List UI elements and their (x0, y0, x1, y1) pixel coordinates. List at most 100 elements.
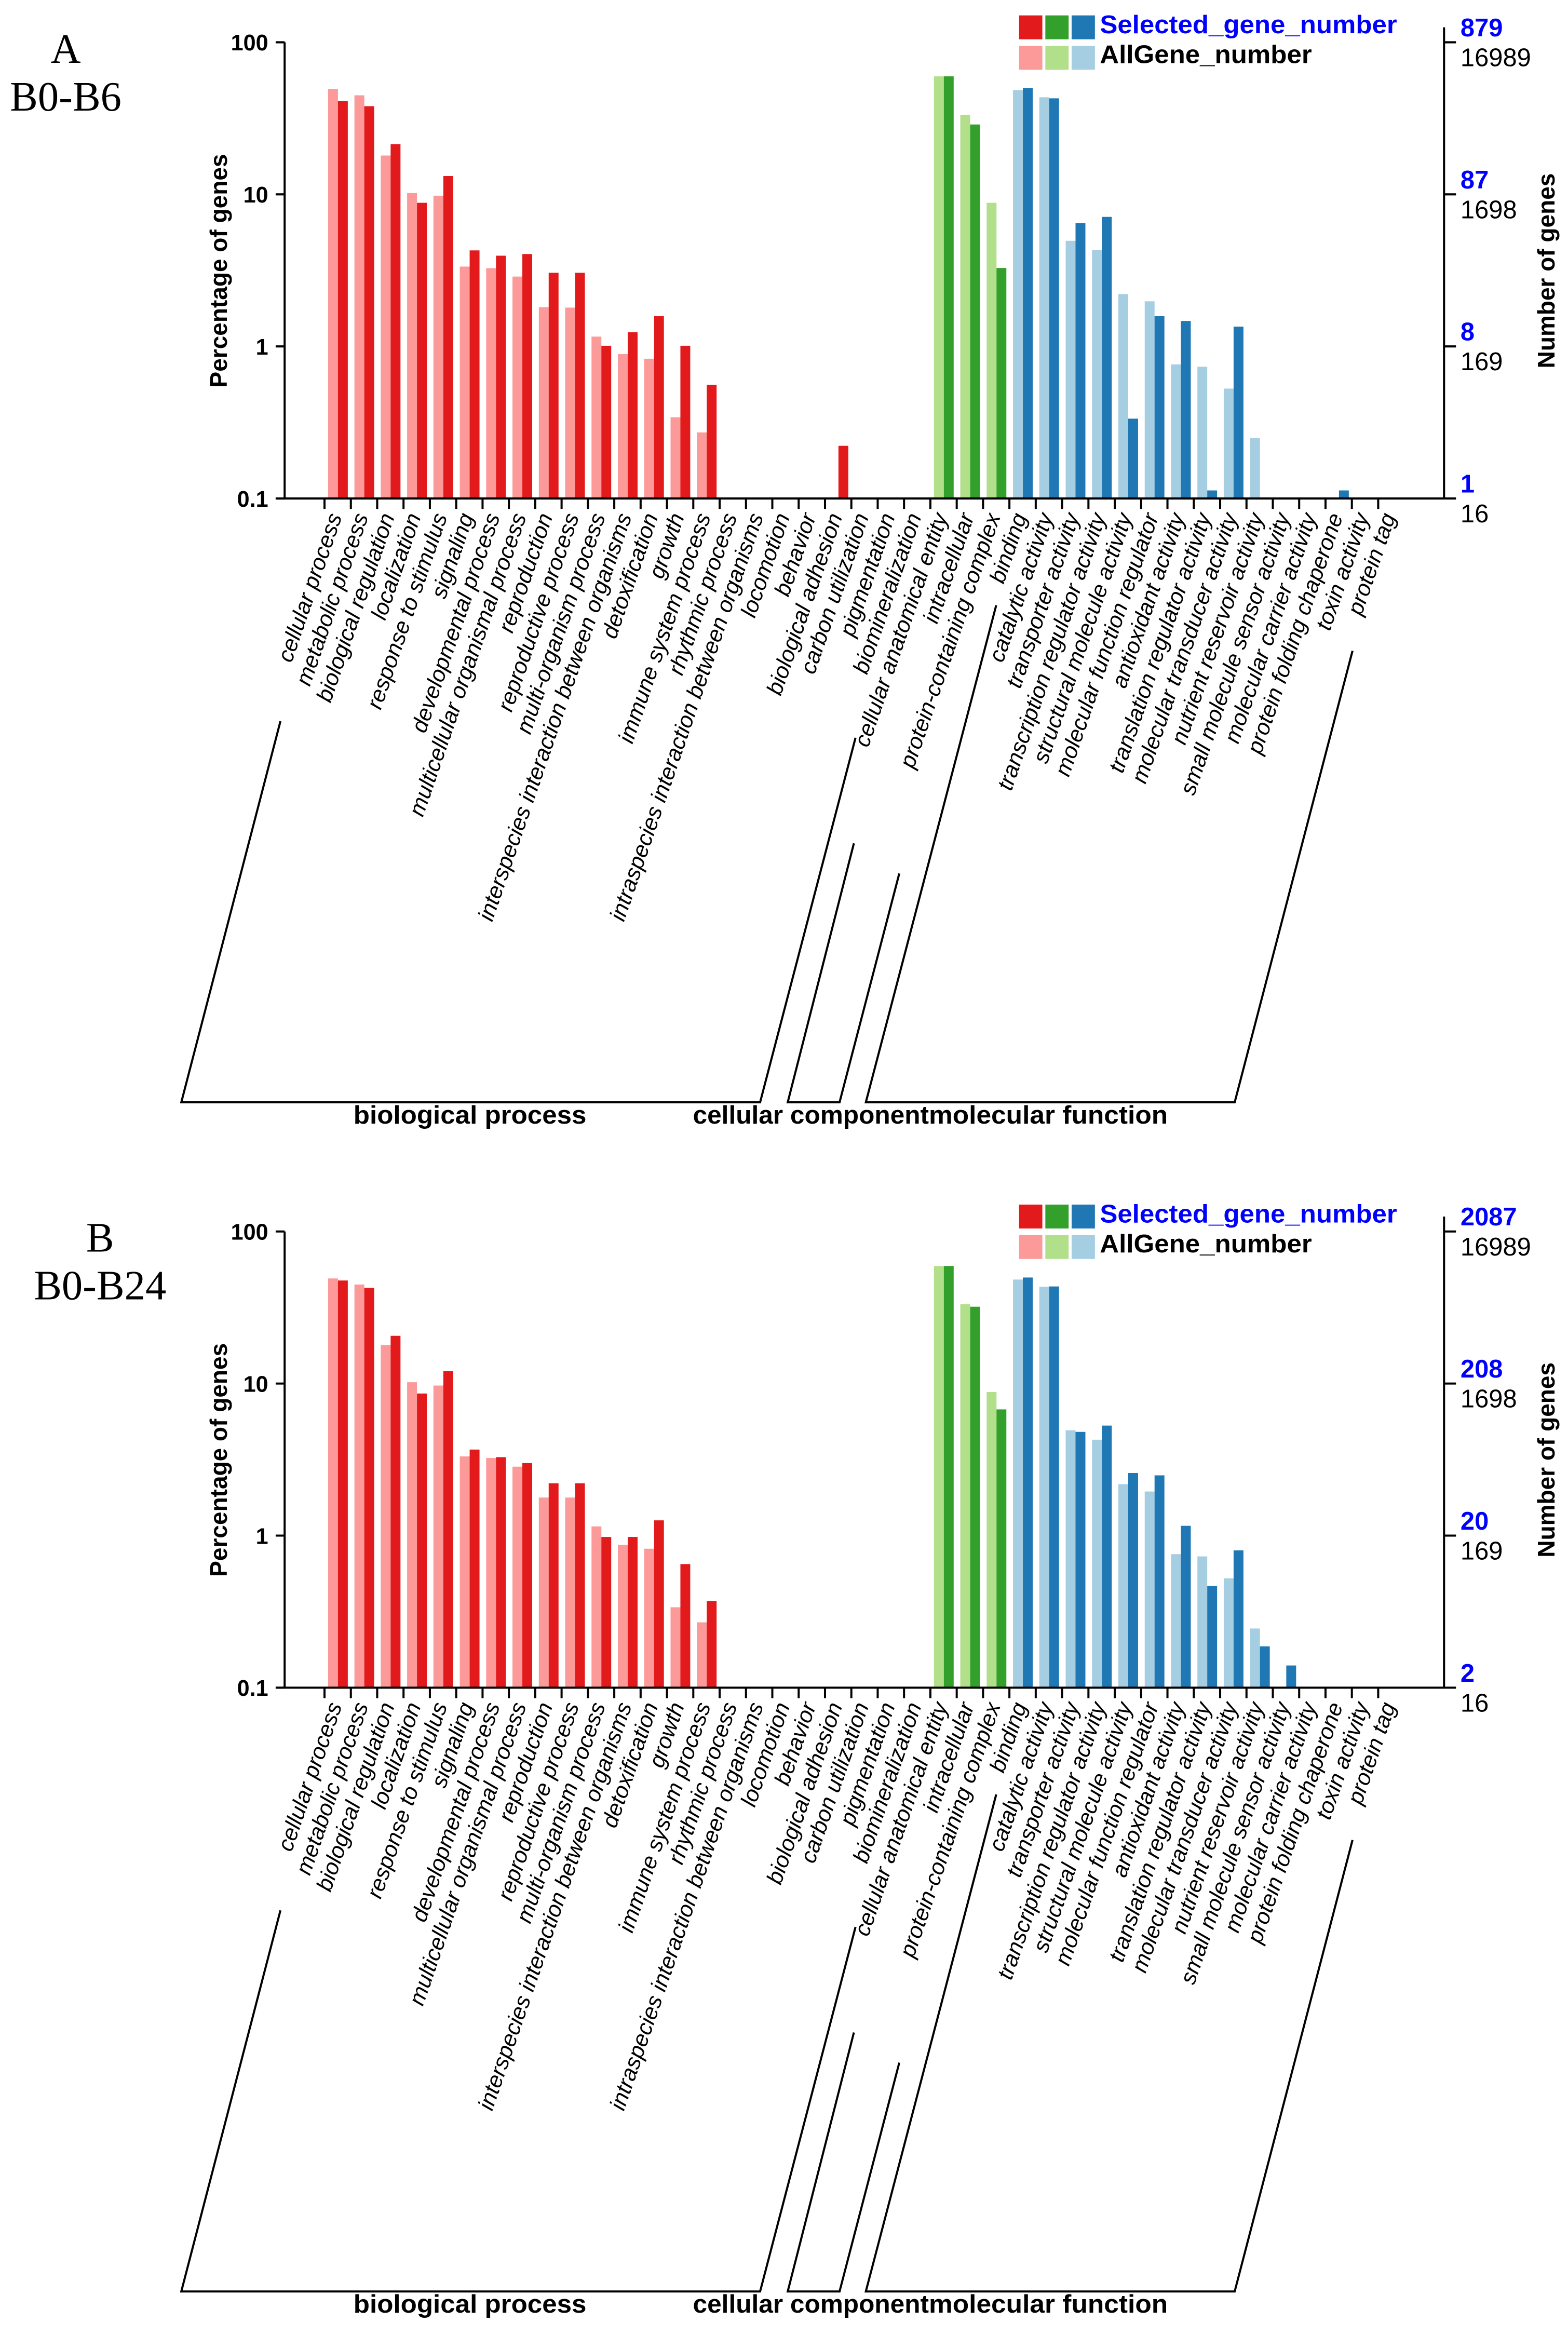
y2-tick-label-all: 16 (1461, 1689, 1489, 1717)
bar-all-genes (433, 1385, 443, 1688)
y-tick-label: 0.1 (237, 487, 268, 512)
bar-all-genes (328, 1278, 338, 1688)
bar-selected-genes (1128, 418, 1138, 499)
bar-selected-genes (970, 124, 980, 499)
bar-all-genes (697, 1622, 707, 1688)
bar-selected-genes (496, 255, 506, 499)
bar-selected-genes (1075, 223, 1086, 499)
y-tick-label: 0.1 (237, 1676, 268, 1701)
bar-all-genes (1118, 1484, 1128, 1688)
bar-selected-genes (522, 1463, 533, 1688)
bar-all-genes (1144, 1491, 1155, 1688)
bar-all-genes (1197, 367, 1208, 499)
bar-selected-genes (364, 1288, 374, 1688)
bars (328, 1266, 1296, 1688)
panel-label: B (86, 1215, 114, 1261)
bar-selected-genes (1049, 1286, 1059, 1688)
legend-swatch-selected (1019, 1204, 1043, 1228)
bar-all-genes (1039, 97, 1049, 499)
bar-all-genes (986, 202, 997, 499)
bar-all-genes (1013, 1279, 1023, 1688)
bar-all-genes (1092, 1439, 1102, 1688)
bar-selected-genes (1233, 327, 1243, 499)
bar-selected-genes (443, 175, 453, 499)
bar-selected-genes (1181, 321, 1191, 499)
bar-selected-genes (601, 345, 612, 499)
bar-selected-genes (943, 76, 954, 499)
bar-selected-genes (627, 1537, 638, 1688)
bar-selected-genes (469, 250, 480, 499)
y2-tick-label-selected: 1 (1461, 470, 1475, 498)
bar-selected-genes (522, 254, 533, 499)
bar-selected-genes (601, 1537, 612, 1688)
legend-swatch-all (1019, 1235, 1043, 1259)
bar-all-genes (617, 1545, 628, 1688)
bar-all-genes (670, 1607, 681, 1688)
group-label: cellular component (693, 2290, 929, 2318)
bar-all-genes (1013, 90, 1023, 499)
bar-selected-genes (680, 345, 691, 499)
bar-selected-genes (943, 1266, 954, 1688)
legend-swatch-all (1071, 46, 1095, 70)
legend-swatch-selected (1071, 15, 1095, 39)
bar-selected-genes (1286, 1665, 1296, 1688)
legend-swatch-all (1045, 46, 1069, 70)
legend-swatch-selected (1045, 1204, 1069, 1228)
bar-selected-genes (417, 1393, 427, 1688)
group-bracket (786, 843, 900, 1103)
legend-swatch-all (1019, 46, 1043, 70)
bar-all-genes (381, 155, 391, 499)
bar-selected-genes (970, 1306, 980, 1688)
panel-label: A (50, 26, 80, 72)
bar-selected-genes (548, 273, 559, 499)
bar-selected-genes (496, 1457, 506, 1688)
bar-all-genes (328, 89, 338, 499)
bar-selected-genes (1154, 316, 1165, 499)
bar-selected-genes (1154, 1475, 1165, 1688)
bar-selected-genes (1260, 1646, 1270, 1688)
legend-swatch-all (1071, 1235, 1095, 1259)
bar-all-genes (1065, 1430, 1076, 1688)
bar-selected-genes (1023, 88, 1033, 499)
bar-selected-genes (337, 101, 348, 499)
y-tick-label: 10 (244, 183, 268, 208)
bar-all-genes (354, 95, 364, 499)
legend-swatch-selected (1019, 15, 1043, 39)
y-axis-title: Percentage of genes (205, 1343, 232, 1577)
y2-tick-label-all: 16989 (1461, 1233, 1531, 1261)
bar-selected-genes (1181, 1525, 1191, 1688)
bar-all-genes (433, 195, 443, 499)
bar-all-genes (934, 1266, 944, 1688)
bar-all-genes (1250, 438, 1260, 499)
bar-selected-genes (443, 1371, 453, 1688)
bar-selected-genes (996, 1409, 1007, 1688)
bar-all-genes (1223, 388, 1234, 499)
bar-all-genes (407, 193, 417, 499)
y2-tick-label-selected: 2 (1461, 1659, 1475, 1687)
y2-tick-label-all: 16989 (1461, 44, 1531, 72)
bar-all-genes (1197, 1556, 1208, 1688)
group-bracket (864, 1794, 1354, 2293)
bar-all-genes (1144, 301, 1155, 499)
bar-all-genes (407, 1382, 417, 1688)
bar-selected-genes (548, 1483, 559, 1688)
y2-tick-label-all: 1698 (1461, 1385, 1517, 1413)
legend-swatch-selected (1045, 15, 1069, 39)
bar-all-genes (697, 432, 707, 499)
y-tick-label: 1 (256, 1524, 268, 1549)
bar-selected-genes (654, 316, 664, 499)
group-label: biological process (354, 2290, 587, 2318)
bar-selected-genes (1075, 1432, 1086, 1688)
bar-all-genes (512, 276, 523, 499)
bar-all-genes (644, 1548, 654, 1688)
bar-selected-genes (627, 332, 638, 499)
bar-all-genes (486, 268, 496, 499)
y2-tick-label-selected: 8 (1461, 318, 1475, 346)
comparison-label: B0-B24 (34, 1263, 166, 1309)
bar-all-genes (986, 1392, 997, 1688)
bar-all-genes (381, 1345, 391, 1688)
bar-selected-genes (838, 445, 848, 499)
bar-all-genes (1250, 1628, 1260, 1688)
